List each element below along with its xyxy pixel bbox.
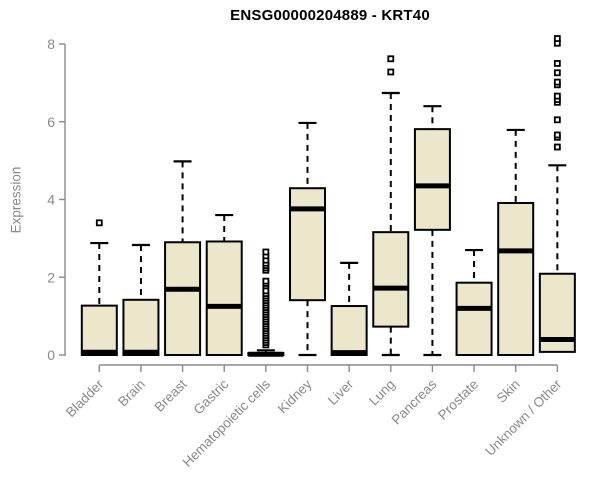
box-kidney	[289, 187, 326, 302]
x-category-label: Kidney	[275, 376, 315, 416]
box-breast	[164, 241, 202, 356]
box-bladder	[80, 304, 118, 357]
box-brain	[122, 298, 160, 356]
outlier-point	[553, 60, 561, 67]
chart-title: ENSG00000204889 - KRT40	[230, 7, 430, 24]
box-skin	[497, 201, 535, 356]
y-tick-label: 6	[47, 114, 55, 130]
outlier-point	[553, 78, 561, 86]
outlier-point	[262, 277, 270, 285]
x-category-label: Brain	[115, 377, 148, 410]
outlier-point	[95, 219, 103, 227]
box-gastric	[205, 240, 243, 356]
y-tick-label: 8	[47, 36, 55, 52]
x-category-label: Bladder	[63, 376, 107, 420]
x-category-label: Lung	[366, 377, 398, 409]
x-category-label: Prostate	[435, 377, 481, 423]
x-category-label: Unknown / Other	[482, 376, 565, 459]
x-category-label: Skin	[494, 377, 523, 406]
outlier-point	[553, 143, 561, 151]
x-category-label: Liver	[325, 376, 357, 408]
x-category-label: Breast	[151, 376, 189, 414]
y-tick-label: 4	[47, 192, 55, 208]
box-pancreas	[413, 128, 451, 231]
x-category-label: Pancreas	[389, 376, 440, 427]
box-prostate	[455, 281, 493, 357]
x-category-label: Gastric	[190, 376, 231, 417]
y-tick-label: 0	[47, 347, 55, 363]
box-lung	[372, 231, 410, 328]
outlier-point	[553, 69, 561, 77]
outlier-point	[262, 248, 270, 256]
box-liver	[330, 305, 368, 356]
outlier-point	[553, 131, 561, 139]
outlier-point	[553, 116, 561, 124]
outlier-point	[387, 68, 395, 76]
outlier-point	[553, 35, 561, 42]
outlier-point	[387, 55, 395, 63]
outlier-point	[553, 92, 561, 100]
y-tick-label: 2	[47, 269, 55, 285]
